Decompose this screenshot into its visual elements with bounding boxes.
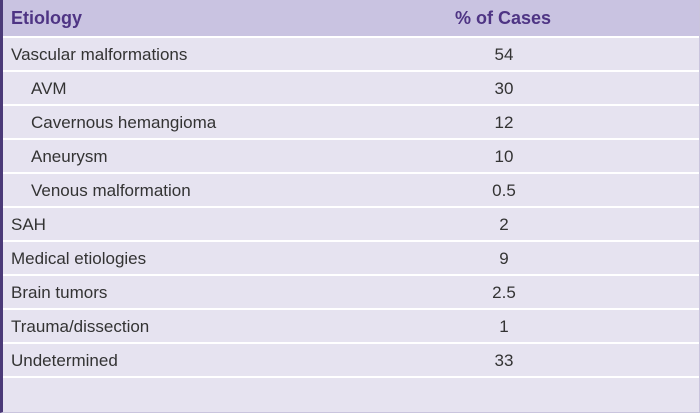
row-value: 10: [494, 147, 514, 166]
row-value: 30: [494, 79, 514, 98]
row-value: 9: [499, 249, 509, 268]
row-label: Vascular malformations: [11, 45, 188, 64]
row-value: 2: [499, 215, 509, 234]
row-label: Aneurysm: [31, 147, 108, 166]
row-value: 1: [499, 317, 509, 336]
header-cell: Etiology: [11, 8, 82, 28]
row-label: Venous malformation: [31, 181, 191, 200]
table-row: SAH 2: [3, 208, 699, 242]
row-label: Medical etiologies: [11, 249, 147, 268]
header-cell: % of Cases: [455, 8, 552, 28]
row-value: 2.5: [492, 283, 516, 302]
table-row: Venous malformation 0.5: [3, 174, 699, 208]
table-row: Brain tumors 2.5: [3, 276, 699, 310]
table-row: AVM 30: [3, 72, 699, 106]
row-value: 0.5: [492, 181, 516, 200]
row-label: Brain tumors: [11, 283, 108, 302]
table-row: Vascular malformations 54: [3, 38, 699, 72]
row-label: Trauma/dissection: [11, 317, 150, 336]
row-value: 33: [494, 351, 514, 370]
table-row: Undetermined 33: [3, 344, 699, 378]
table-body: Vascular malformations 54 AVM 30 Cavernous h…: [3, 38, 699, 378]
table-row: Medical etiologies 9: [3, 242, 699, 276]
row-label: Cavernous hemangioma: [31, 113, 217, 132]
table-row: Trauma/dissection 1: [3, 310, 699, 344]
header-row: Etiology % of Cases: [3, 0, 699, 38]
table-row: Aneurysm 10: [3, 140, 699, 174]
table-row: Cavernous hemangioma 12: [3, 106, 699, 140]
row-value: 12: [494, 113, 514, 132]
row-label: SAH: [11, 215, 46, 234]
row-label: AVM: [31, 79, 67, 98]
row-label: Undetermined: [11, 351, 118, 370]
row-value: 54: [494, 45, 514, 64]
